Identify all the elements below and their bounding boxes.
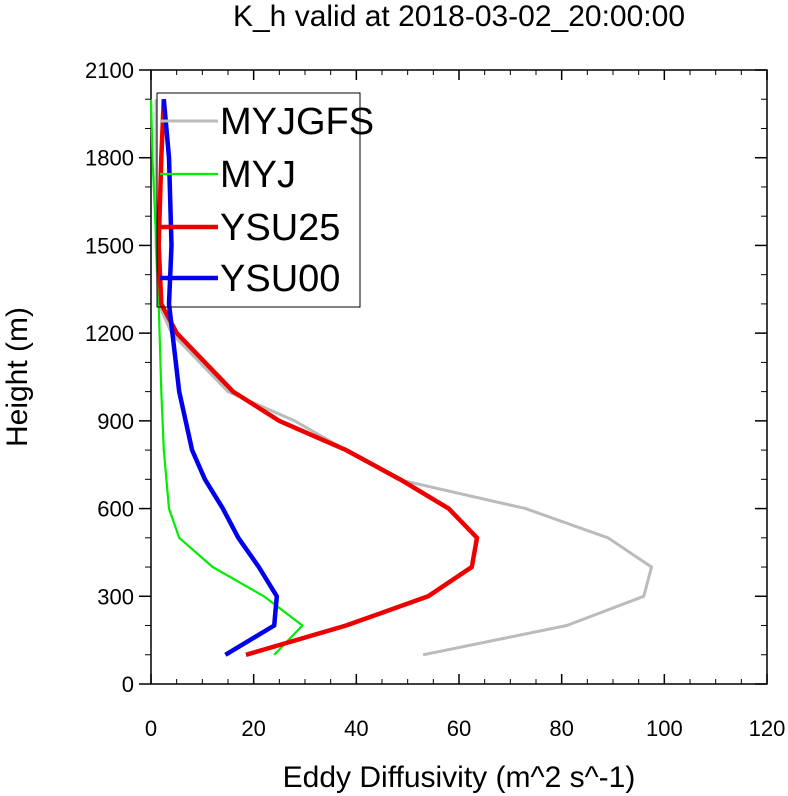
x-tick-label: 100 [646, 716, 683, 741]
series-line-2 [156, 99, 480, 657]
x-tick-label: 80 [549, 716, 573, 741]
chart-title: K_h valid at 2018-03-02_20:00:00 [233, 0, 685, 33]
y-tick-label: 1800 [85, 146, 134, 171]
y-tick-label: 300 [97, 584, 134, 609]
y-tick-label: 1500 [85, 233, 134, 258]
legend-box [156, 92, 361, 308]
legend: MYJGFS MYJ YSU25 YSU00 [156, 92, 374, 308]
y-tick-label: 900 [97, 409, 134, 434]
legend-label: YSU00 [220, 258, 340, 300]
x-tick-label: 120 [749, 716, 786, 741]
x-tick-label: 0 [145, 716, 157, 741]
y-tick-label: 0 [122, 672, 134, 697]
x-axis-label: Eddy Diffusivity (m^2 s^-1) [283, 761, 636, 794]
axes-layer: 0 20 40 60 80 100 1200300600900120015001800210… [85, 58, 785, 741]
x-tick-label: 40 [344, 716, 368, 741]
legend-label: YSU25 [220, 207, 340, 249]
legend-label: MYJGFS [220, 101, 374, 143]
y-tick-label: 2100 [85, 58, 134, 83]
x-tick-label: 60 [447, 716, 471, 741]
x-tick-label: 20 [241, 716, 265, 741]
y-axis-label: Height (m) [1, 307, 34, 447]
series-line-3 [161, 99, 280, 657]
legend-label: MYJ [220, 154, 296, 196]
y-tick-label: 600 [97, 497, 134, 522]
series-line-1 [149, 99, 304, 656]
y-tick-label: 1200 [85, 321, 134, 346]
